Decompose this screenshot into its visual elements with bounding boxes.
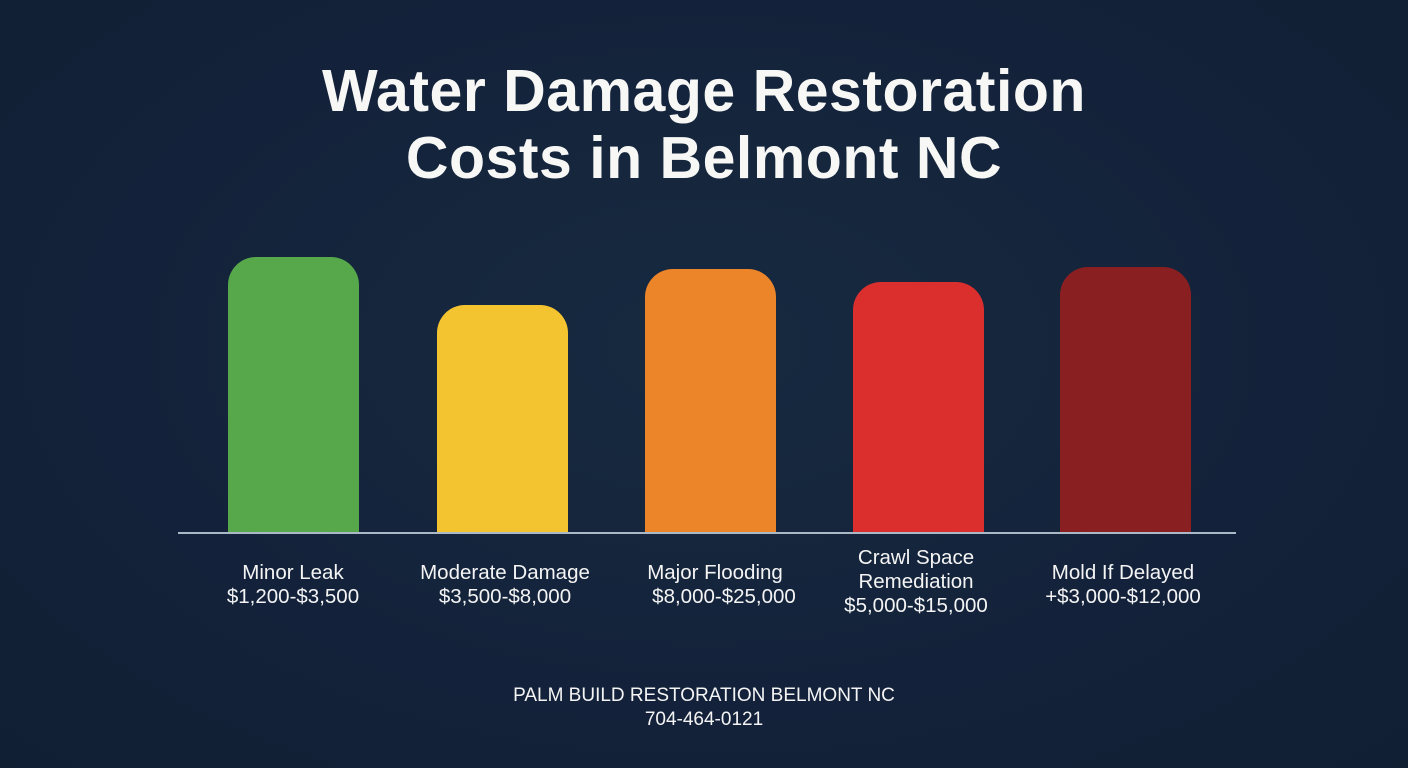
cost-range: $3,500-$8,000 bbox=[438, 585, 572, 608]
category-label-crawl-space-remediation: Crawl Space Remediation $5,000-$15,000 bbox=[801, 546, 1031, 618]
category-name: Minor Leak bbox=[242, 561, 344, 584]
category-name-line-2: Remediation bbox=[858, 570, 974, 593]
cost-range: +$3,000-$12,000 bbox=[1045, 585, 1201, 608]
chart-title-line-1: Water Damage Restoration bbox=[322, 58, 1086, 124]
category-label-major-flooding: Major Flooding $8,000-$25,000 bbox=[600, 561, 830, 609]
cost-range: $8,000-$25,000 bbox=[652, 585, 796, 608]
category-name: Major Flooding bbox=[647, 561, 783, 584]
category-label-minor-leak: Minor Leak $1,200-$3,500 bbox=[178, 561, 408, 609]
chart-title-line-2: Costs in Belmont NC bbox=[405, 125, 1003, 191]
cost-range: $1,200-$3,500 bbox=[226, 585, 360, 608]
company-name: PALM BUILD RESTORATION BELMONT NC bbox=[513, 685, 895, 706]
x-axis-line bbox=[178, 532, 1236, 534]
category-name: Crawl Space bbox=[857, 546, 975, 569]
chart-title: Water Damage Restoration Costs in Belmon… bbox=[0, 58, 1408, 192]
category-label-mold-if-delayed: Mold If Delayed +$3,000-$12,000 bbox=[1008, 561, 1238, 609]
category-label-moderate-damage: Moderate Damage $3,500-$8,000 bbox=[390, 561, 620, 609]
bar-crawl-space-remediation bbox=[853, 282, 984, 533]
phone-number: 704-464-0121 bbox=[644, 709, 764, 730]
bar-major-flooding bbox=[645, 269, 776, 533]
cost-range: $5,000-$15,000 bbox=[844, 594, 988, 617]
bar-moderate-damage bbox=[437, 305, 568, 533]
category-name: Mold If Delayed bbox=[1051, 561, 1195, 584]
bar-minor-leak bbox=[228, 257, 359, 533]
footer: PALM BUILD RESTORATION BELMONT NC 704-46… bbox=[0, 684, 1408, 732]
category-name: Moderate Damage bbox=[420, 561, 590, 584]
bar-mold-if-delayed bbox=[1060, 267, 1191, 533]
